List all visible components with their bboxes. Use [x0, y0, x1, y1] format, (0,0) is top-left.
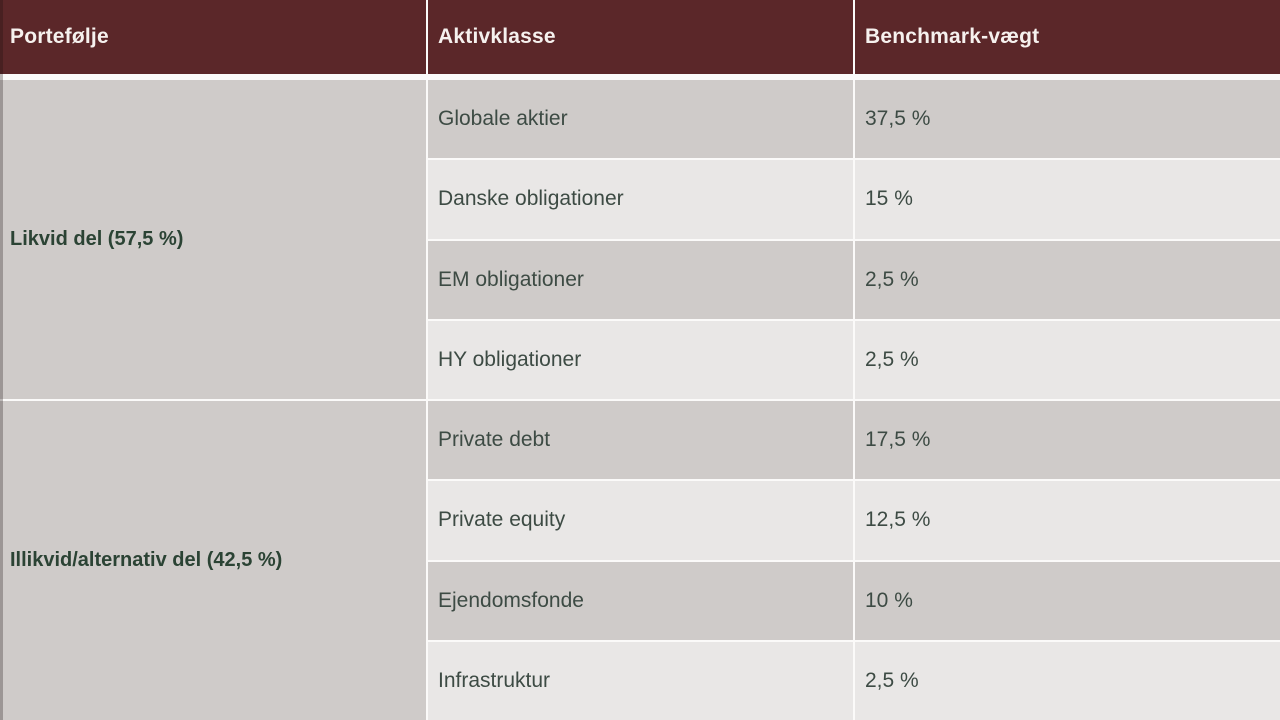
asset-cell-danske-obligationer: Danske obligationer — [428, 160, 853, 239]
weight-cell-private-equity: 12,5 % — [855, 481, 1280, 560]
asset-cell-globale-aktier: Globale aktier — [428, 80, 853, 159]
weight-cell-hy-obligationer: 2,5 % — [855, 320, 1280, 399]
asset-cell-infrastruktur: Infrastruktur — [428, 641, 853, 720]
column-header-aktivklasse: Aktivklasse — [428, 0, 853, 74]
column-header-benchmark-vaegt: Benchmark-vægt — [855, 0, 1280, 74]
asset-cell-hy-obligationer: HY obligationer — [428, 320, 853, 399]
table-body: Likvid del (57,5 %) Illikvid/alternativ … — [0, 80, 1280, 720]
weight-cell-infrastruktur: 2,5 % — [855, 641, 1280, 720]
column-header-portefolje: Portefølje — [0, 0, 426, 74]
weight-cell-ejendomsfonde: 10 % — [855, 561, 1280, 640]
asset-cell-em-obligationer: EM obligationer — [428, 240, 853, 319]
weight-cell-danske-obligationer: 15 % — [855, 160, 1280, 239]
weight-cell-private-debt: 17,5 % — [855, 401, 1280, 480]
group-label-likvid-del: Likvid del (57,5 %) — [0, 80, 426, 399]
group-label-illikvid-alternativ-del: Illikvid/alternativ del (42,5 %) — [0, 401, 426, 720]
weight-cell-globale-aktier: 37,5 % — [855, 80, 1280, 159]
asset-cell-ejendomsfonde: Ejendomsfonde — [428, 561, 853, 640]
table-header-row: Portefølje Aktivklasse Benchmark-vægt — [0, 0, 1280, 74]
asset-cell-private-equity: Private equity — [428, 481, 853, 560]
asset-cell-private-debt: Private debt — [428, 401, 853, 480]
weight-cell-em-obligationer: 2,5 % — [855, 240, 1280, 319]
